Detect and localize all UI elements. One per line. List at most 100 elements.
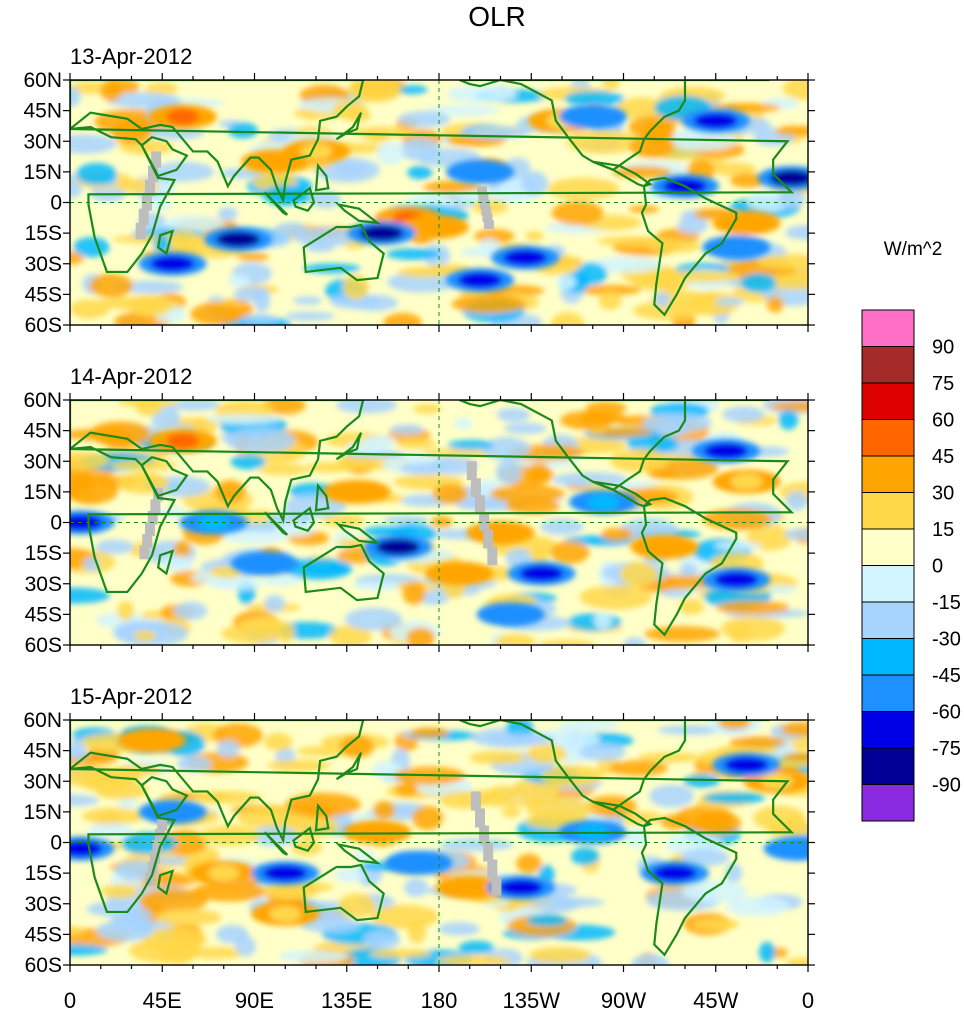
field-blob [501, 807, 521, 818]
field-blob [70, 451, 110, 470]
field-blob [267, 759, 331, 772]
field-blob [342, 274, 369, 300]
field-blob [273, 222, 308, 239]
lat-label: 15S [25, 542, 62, 565]
anomaly-core [361, 824, 394, 841]
field-blob [306, 461, 356, 473]
field-blob [679, 563, 697, 577]
field-blob [674, 805, 734, 831]
field-blob [766, 296, 784, 313]
figure-title: OLR [468, 1, 526, 32]
lat-label: 15N [23, 481, 62, 504]
lat-label: 45N [23, 420, 62, 443]
coastline [302, 543, 385, 602]
field-blob [279, 950, 350, 964]
field-blob [142, 927, 207, 953]
field-blob [785, 225, 808, 240]
olr-field [70, 720, 808, 965]
field-blob [352, 581, 407, 591]
anomaly-core [499, 879, 543, 896]
field-blob [294, 227, 356, 247]
field-blob [383, 312, 423, 325]
field-blob [446, 85, 517, 103]
field-blob [216, 740, 240, 758]
panel-date: 13-Apr-2012 [70, 44, 192, 69]
colorbar-swatch [861, 638, 915, 676]
coastline [292, 826, 316, 852]
coastline [592, 160, 653, 188]
field-blob [680, 848, 730, 867]
anomaly-core [216, 231, 261, 248]
lat-label: 45S [25, 923, 62, 946]
field-blob [300, 917, 361, 933]
field-blob [653, 291, 671, 307]
lat-label: 15S [25, 862, 62, 885]
colorbar-label: -60 [932, 702, 961, 724]
field-blob [128, 294, 174, 317]
field-blob [432, 483, 468, 505]
coastline [70, 720, 365, 845]
coastline [314, 802, 330, 832]
field-blob [73, 236, 110, 258]
field-blob [285, 792, 361, 817]
coastline [70, 125, 795, 274]
field-blob [729, 736, 786, 749]
field-blob [454, 418, 473, 430]
anomaly-core [587, 494, 619, 511]
anomaly-core [494, 606, 527, 623]
field-blob [262, 575, 301, 586]
missing-data-strip [487, 859, 498, 879]
field-blob [386, 248, 441, 261]
field-blob [559, 720, 620, 731]
lon-label: 0 [802, 988, 814, 1013]
field-blob [728, 623, 751, 643]
field-blob [494, 633, 536, 645]
coastlines [70, 80, 795, 317]
coastline [335, 202, 382, 225]
colorbar-label: 15 [932, 519, 954, 541]
field-blob [407, 165, 433, 180]
field-blob [439, 838, 514, 852]
field-blob [188, 946, 246, 960]
anomaly-core [207, 865, 240, 882]
field-blob [334, 867, 365, 883]
field-blob [412, 403, 442, 414]
anomaly-core [464, 163, 496, 180]
lat-label: 45S [25, 283, 62, 306]
coastline [302, 863, 385, 922]
panel-date: 15-Apr-2012 [70, 684, 192, 709]
field-blob [540, 518, 584, 535]
lat-label: 60N [23, 709, 62, 732]
coastline [70, 445, 795, 594]
field-blob [678, 598, 704, 615]
field-blob [106, 92, 181, 108]
field-blob [587, 256, 664, 273]
field-blob [70, 86, 81, 107]
missing-data-strip [482, 213, 493, 223]
lat-label: 30S [25, 253, 62, 276]
missing-data-strip [148, 165, 159, 183]
field-blob [87, 822, 134, 839]
lon-label: 45W [693, 988, 738, 1013]
field-blob [564, 90, 624, 107]
colorbar-swatch [861, 492, 915, 530]
field-blob [344, 607, 403, 631]
field-blob [566, 129, 641, 154]
coastline [156, 229, 175, 256]
field-blob [496, 408, 531, 422]
missing-data-strip [150, 499, 161, 513]
field-blob [383, 515, 430, 525]
field-blob [227, 122, 259, 139]
lon-label: 90E [235, 988, 274, 1013]
coastline [302, 223, 385, 282]
field-blob [648, 469, 678, 480]
lat-label: 15N [23, 801, 62, 824]
field-blob [495, 459, 522, 485]
coastline [314, 482, 330, 512]
field-blob [395, 85, 428, 95]
anomaly-core [714, 571, 759, 588]
field-blob [329, 625, 372, 645]
field-blob [550, 540, 590, 564]
field-blob [404, 878, 429, 897]
field-blob [70, 738, 86, 761]
